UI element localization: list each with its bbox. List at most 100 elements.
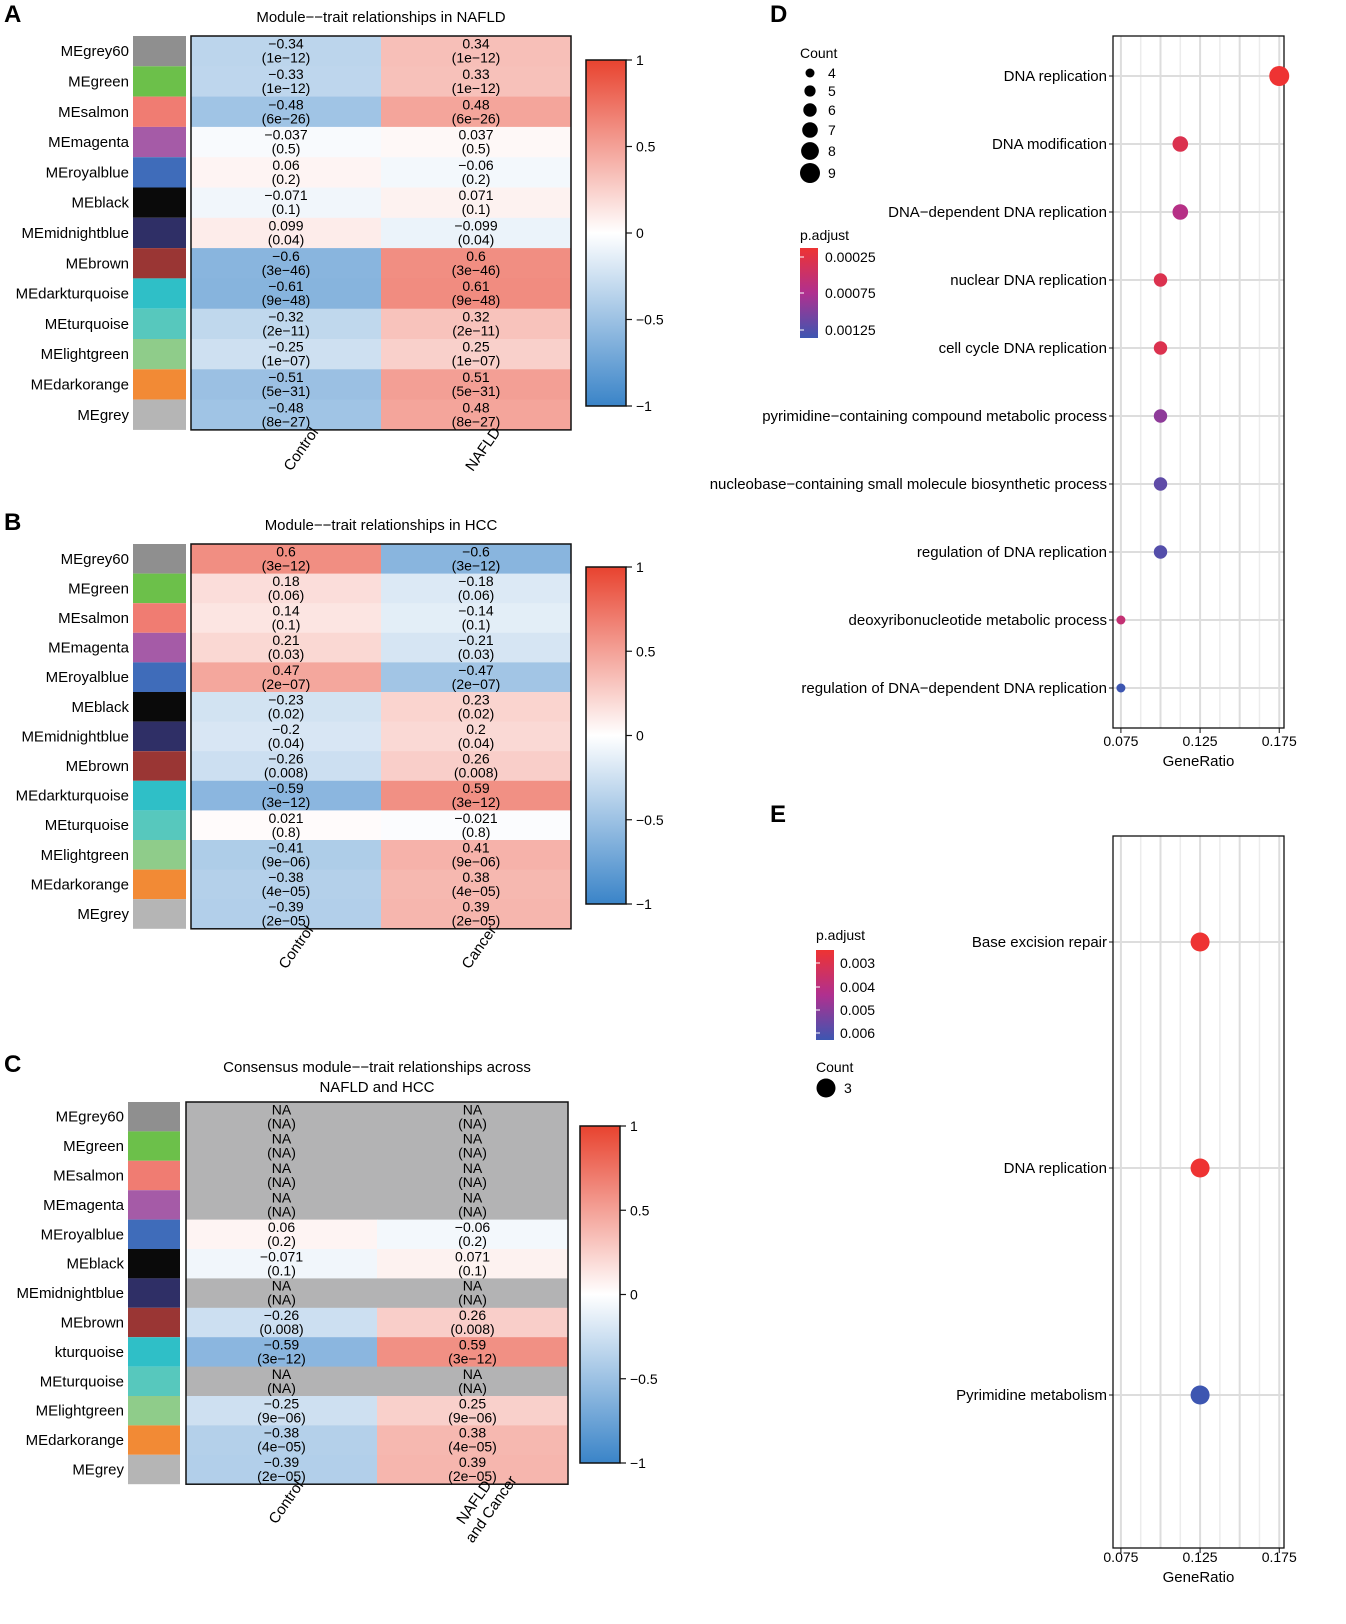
cell-pvalue: (1e−12) [262, 50, 311, 66]
heatmap-cell [377, 1249, 569, 1279]
cell-value: NA [463, 1160, 483, 1176]
colorbar-tick-label: 0.5 [636, 139, 656, 155]
cell-pvalue: (0.02) [458, 705, 495, 721]
padjust-legend-title: p.adjust [800, 227, 849, 243]
heatmap-cell [381, 544, 572, 575]
count-legend-label: 5 [828, 83, 836, 99]
colorbar-tick-label: −1 [630, 1455, 646, 1471]
data-point [1172, 204, 1189, 220]
heatmap-cell [186, 1454, 378, 1485]
cell-pvalue: (3e−12) [452, 557, 501, 573]
panel-a-heatmap: A Module−−trait relationships in NAFLD MEg… [4, 1, 664, 474]
data-point [1269, 66, 1290, 86]
cell-pvalue: (3e−46) [262, 262, 311, 278]
cell-value: 0.61 [462, 278, 489, 294]
module-swatch [133, 217, 186, 249]
module-label: MEroyalblue [46, 164, 129, 181]
cell-value: −0.2 [272, 721, 300, 737]
heatmap-cell [191, 632, 382, 663]
module-swatch [133, 751, 186, 781]
cell-pvalue: (0.8) [462, 824, 491, 840]
heatmap-cell [186, 1190, 378, 1221]
heatmap-cell [377, 1337, 569, 1368]
cell-pvalue: (3e−46) [452, 262, 501, 278]
cell-pvalue: (2e−11) [452, 322, 500, 338]
data-point [1153, 477, 1168, 491]
module-label: MElightgreen [41, 847, 129, 864]
heatmap-cell [377, 1366, 569, 1397]
panel-b-heatmap: B Module−−trait relationships in HCC MEgre… [4, 509, 664, 972]
cell-pvalue: (2e−11) [262, 322, 310, 338]
colorbar-tick-label: −1 [636, 398, 652, 414]
module-label: MEmidnightblue [21, 225, 129, 242]
heatmap-cell [191, 544, 382, 575]
module-label: MEgrey60 [61, 43, 129, 60]
x-tick-label: 0.125 [1183, 1549, 1218, 1565]
cell-pvalue: (0.5) [272, 141, 301, 157]
column-label: Control [280, 425, 322, 474]
colorbar-tick-label: 0 [636, 225, 644, 241]
module-swatch [133, 632, 186, 663]
cell-value: −0.32 [268, 308, 304, 324]
module-swatch [133, 278, 186, 309]
panel-letter: A [4, 1, 21, 28]
data-point [1116, 683, 1126, 693]
heatmap-cell [381, 869, 572, 900]
cell-pvalue: (NA) [458, 1204, 487, 1220]
count-legend-dot [804, 85, 816, 97]
module-label: MEmidnightblue [16, 1285, 124, 1302]
count-legend-dot [803, 103, 817, 117]
heatmap-cell [381, 248, 572, 279]
module-swatch [133, 692, 186, 722]
cell-value: −0.59 [268, 780, 304, 796]
module-swatch [128, 1307, 180, 1338]
module-label: MEturquoise [45, 817, 129, 834]
cell-pvalue: (2e−07) [452, 676, 501, 692]
module-swatch [133, 157, 186, 188]
cell-pvalue: (1e−12) [262, 80, 311, 96]
cell-pvalue: (0.008) [264, 765, 308, 781]
heatmap-cell [186, 1278, 378, 1309]
count-legend-dot [801, 142, 819, 160]
count-legend-label: 7 [828, 122, 836, 138]
module-label: MEsalmon [58, 104, 129, 121]
module-swatch [133, 36, 186, 67]
cell-pvalue: (0.2) [267, 1233, 296, 1249]
cell-value: −0.48 [268, 399, 304, 415]
heatmap-cell [186, 1219, 378, 1250]
cell-value: 0.38 [459, 1425, 486, 1441]
x-tick-label: 0.175 [1262, 1549, 1297, 1565]
colorbar-tick-label: −0.5 [636, 812, 664, 828]
x-tick-label: 0.125 [1183, 733, 1218, 749]
heatmap-cell [377, 1454, 569, 1485]
count-legend-label: 4 [828, 65, 836, 81]
x-tick-label: 0.175 [1262, 733, 1297, 749]
cell-value: 0.47 [272, 662, 299, 678]
count-legend-label: 3 [844, 1080, 852, 1096]
module-swatch [133, 662, 186, 692]
cell-value: NA [272, 1160, 292, 1176]
cell-pvalue: (0.04) [458, 735, 495, 751]
cell-value: −0.099 [454, 218, 497, 234]
heatmap-cell [191, 248, 382, 279]
heatmap-cell [381, 96, 572, 128]
heatmap-cell [186, 1396, 378, 1426]
cell-pvalue: (0.1) [462, 617, 491, 633]
module-swatch [133, 66, 186, 97]
term-label: DNA modification [992, 136, 1107, 153]
cell-pvalue: (2e−05) [452, 913, 501, 929]
module-label: MElightgreen [36, 1403, 124, 1420]
colorbar-tick-label: 0 [630, 1287, 638, 1303]
padjust-legend-label: 0.00125 [825, 322, 876, 338]
cell-pvalue: (3e−12) [448, 1351, 497, 1367]
cell-pvalue: (0.04) [268, 735, 305, 751]
cell-pvalue: (5e−31) [452, 383, 501, 399]
module-label: MEgrey60 [61, 551, 129, 568]
data-point [1190, 932, 1210, 952]
heatmap-cell [186, 1366, 378, 1397]
cell-value: 0.51 [462, 369, 489, 385]
heatmap-cell [191, 840, 382, 871]
heatmap-cell [191, 662, 382, 693]
count-legend-title: Count [816, 1059, 853, 1075]
cell-value: NA [463, 1101, 483, 1117]
